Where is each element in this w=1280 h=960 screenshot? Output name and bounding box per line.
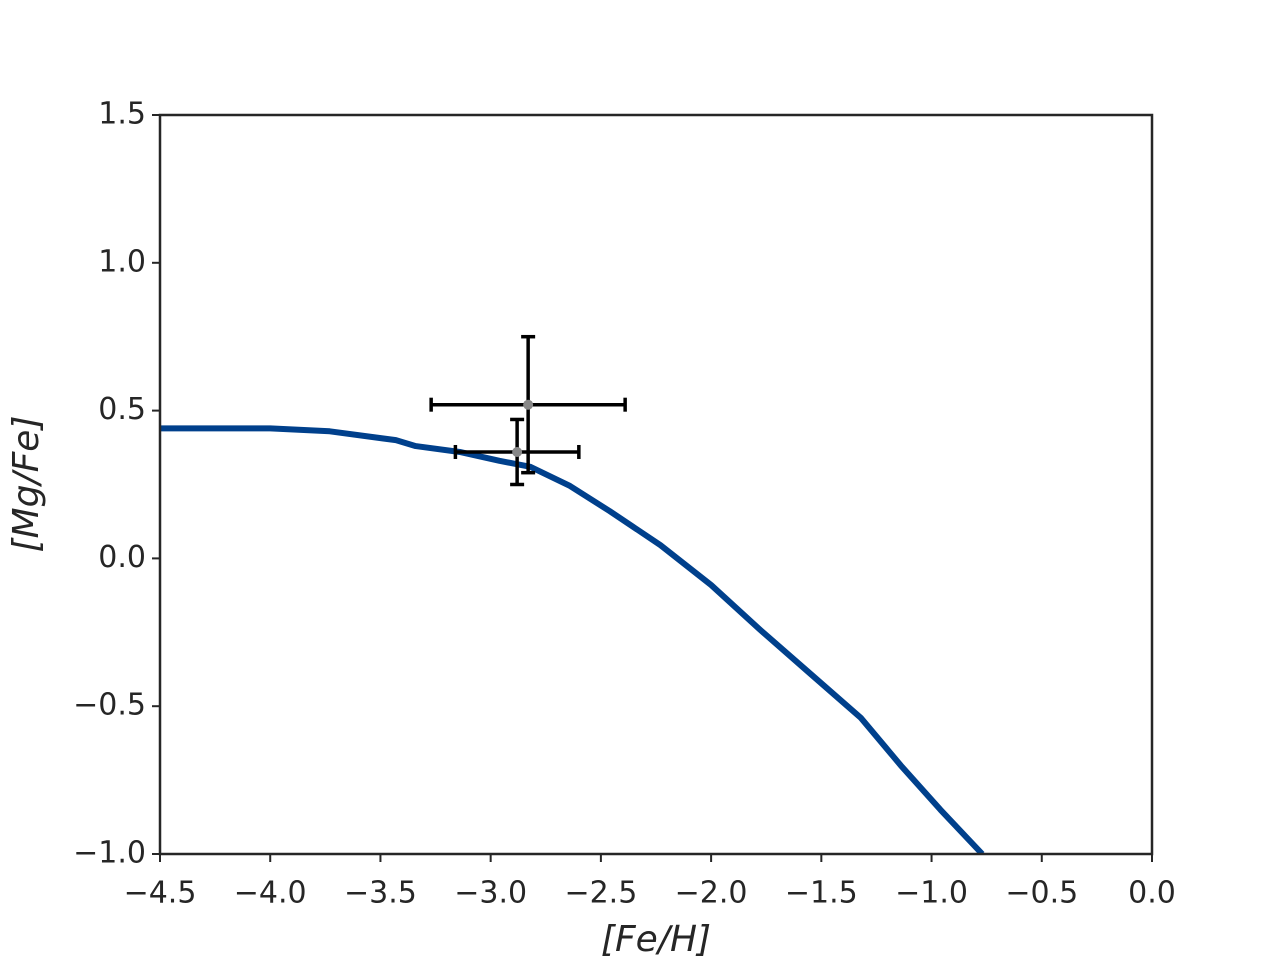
x-tick-label: −3.5 bbox=[344, 876, 417, 911]
y-tick-label: 0.5 bbox=[98, 392, 146, 427]
y-tick-label: 1.0 bbox=[98, 244, 146, 279]
y-axis-label: [Mg/Fe] bbox=[6, 416, 47, 553]
line bbox=[160, 425, 985, 854]
x-tick-label: −1.0 bbox=[895, 876, 968, 911]
x-tick-label: −2.5 bbox=[564, 876, 637, 911]
x-tick-label: −3.0 bbox=[454, 876, 527, 911]
y-tick-label: −0.5 bbox=[73, 688, 146, 723]
point bbox=[512, 446, 523, 457]
x-tick-label: 0.0 bbox=[1128, 876, 1176, 911]
y-tick-label: 1.5 bbox=[98, 97, 146, 132]
y-tick-label: −1.0 bbox=[73, 836, 146, 871]
plot-frame bbox=[158, 113, 1154, 856]
x-axis-label: [Fe/H] bbox=[601, 919, 711, 960]
x-tick-label: −2.0 bbox=[675, 876, 748, 911]
x-tick-label: −1.5 bbox=[785, 876, 858, 911]
x-tick-label: −4.0 bbox=[234, 876, 307, 911]
y-tick-label: 0.0 bbox=[98, 540, 146, 575]
point bbox=[523, 399, 534, 410]
x-tick-label: −0.5 bbox=[1005, 876, 1078, 911]
x-tick-label: −4.5 bbox=[124, 876, 197, 911]
